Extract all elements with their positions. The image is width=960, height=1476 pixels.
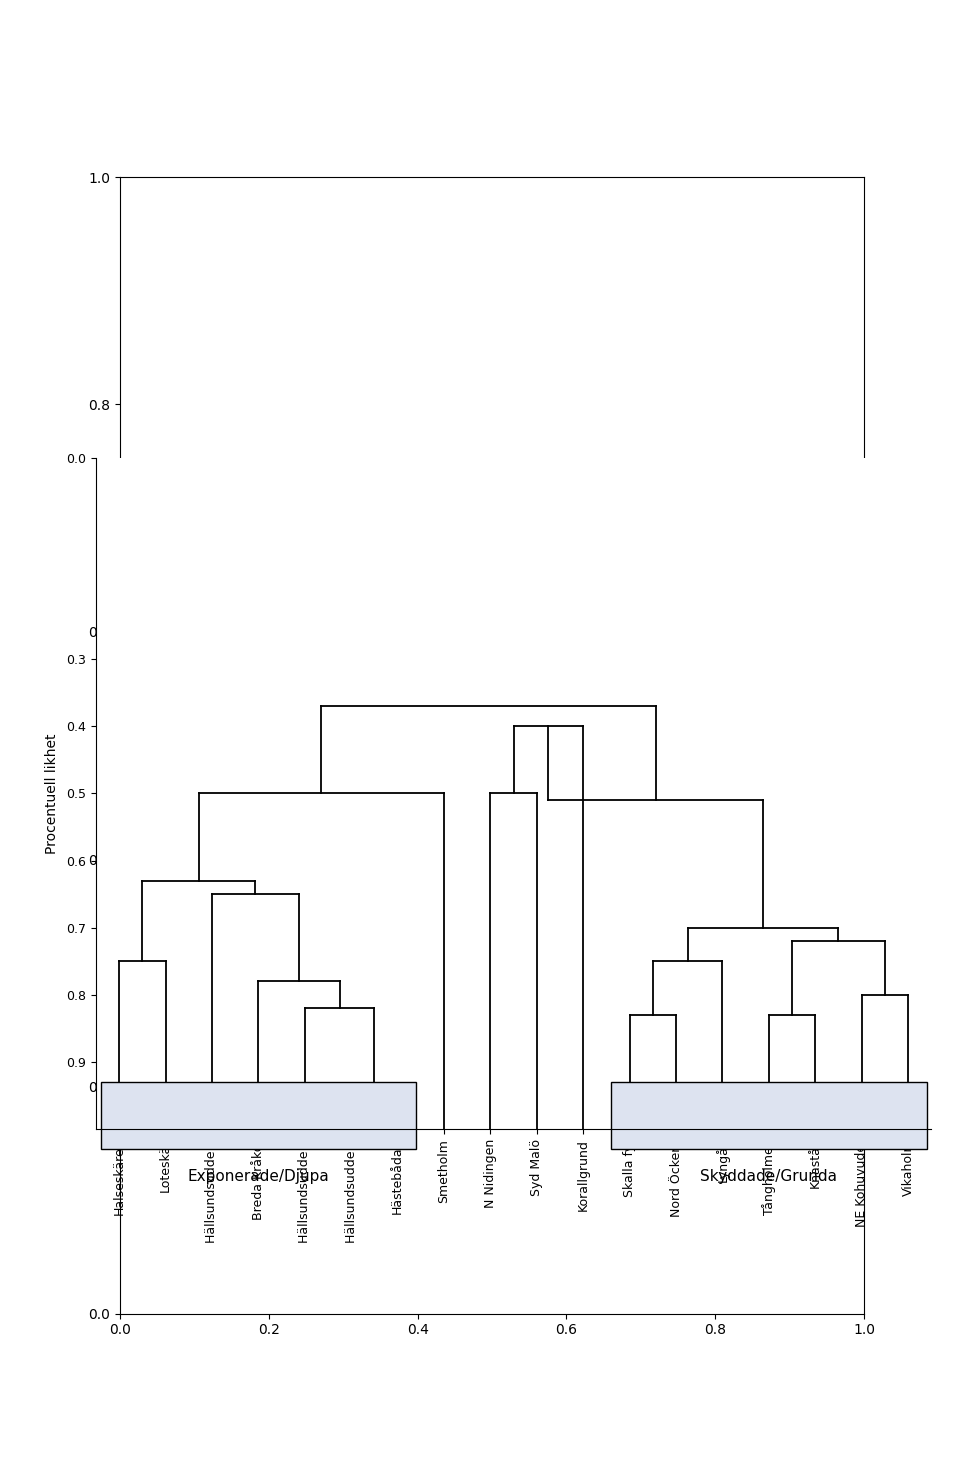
Text: Exponerade/Djupa: Exponerade/Djupa [187,1169,329,1184]
Bar [611,1082,926,1150]
Bar [101,1082,416,1150]
Text: Skyddade/Grunda: Skyddade/Grunda [700,1169,837,1184]
Y-axis label: Procentuell likhet: Procentuell likhet [45,734,60,853]
